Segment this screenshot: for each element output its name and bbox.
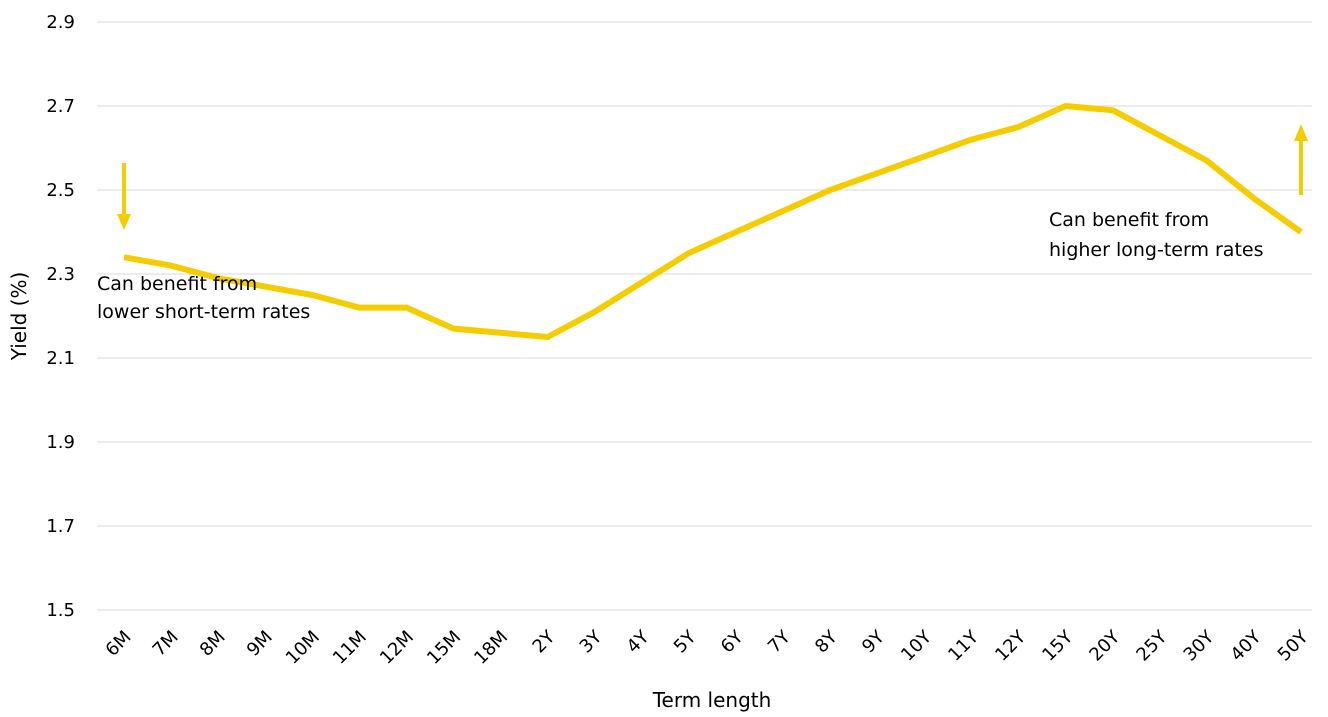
y-axis-title: Yield (%)	[7, 272, 31, 362]
x-tick-label: 6M	[102, 627, 136, 661]
y-tick-label: 2.9	[46, 12, 75, 33]
x-tick-label: 25Y	[1132, 626, 1172, 666]
x-tick-label: 50Y	[1274, 626, 1314, 666]
y-tick-label: 2.3	[46, 264, 75, 285]
x-tick-label: 7Y	[764, 626, 795, 657]
x-tick-label: 2Y	[529, 626, 560, 657]
annotation-short-term: Can benefit from lower short-term rates	[97, 163, 310, 323]
series-line	[123, 103, 1303, 340]
x-tick-label: 18M	[470, 627, 512, 669]
x-tick-label: 10M	[282, 627, 324, 669]
annotation-text: Can benefit from	[1049, 209, 1209, 231]
x-tick-label: 15Y	[1038, 626, 1078, 666]
y-tick-label: 2.5	[46, 180, 75, 201]
annotation-long-term: Can benefit from higher long-term rates	[1049, 124, 1308, 261]
x-tick-label: 12Y	[991, 626, 1031, 666]
x-tick-label: 40Y	[1227, 626, 1267, 666]
x-tick-label: 6Y	[717, 626, 748, 657]
x-tick-label: 4Y	[623, 626, 654, 657]
annotation-text: lower short-term rates	[97, 301, 310, 323]
x-tick-label: 8Y	[811, 626, 842, 657]
arrow-down-head	[117, 214, 131, 230]
x-tick-label: 30Y	[1180, 626, 1220, 666]
x-tick-label: 11M	[329, 627, 371, 669]
y-tick-label: 1.9	[46, 432, 75, 453]
x-tick-label: 12M	[376, 627, 418, 669]
x-tick-label: 5Y	[670, 626, 701, 657]
grid-lines	[97, 21, 1312, 611]
series-lines	[123, 103, 1303, 340]
x-tick-label: 10Y	[897, 626, 937, 666]
x-tick-labels: 6M 7M 8M 9M 10M 11M 12M 15M 18M 2Y 3Y 4Y 5Y 6Y 7Y 8Y 9Y 1…	[102, 626, 1314, 669]
y-tick-label: 2.1	[46, 348, 75, 369]
y-tick-labels: 1.5 1.7 1.9 2.1 2.3 2.5 2.7 2.9	[46, 12, 75, 621]
y-tick-label: 2.7	[46, 96, 75, 117]
y-tick-label: 1.5	[46, 600, 75, 621]
annotation-text: Can benefit from	[97, 273, 257, 295]
annotation-text: higher long-term rates	[1049, 239, 1263, 261]
x-tick-label: 11Y	[944, 626, 984, 666]
y-tick-label: 1.7	[46, 516, 75, 537]
x-tick-label: 20Y	[1085, 626, 1125, 666]
x-tick-label: 3Y	[576, 626, 607, 657]
x-tick-label: 7M	[149, 627, 183, 661]
arrow-up-head	[1294, 124, 1308, 141]
x-tick-label: 9M	[243, 627, 277, 661]
x-tick-label: 8M	[196, 627, 230, 661]
x-axis-title: Term length	[652, 688, 772, 712]
x-tick-label: 9Y	[858, 626, 889, 657]
x-tick-label: 15M	[423, 627, 465, 669]
